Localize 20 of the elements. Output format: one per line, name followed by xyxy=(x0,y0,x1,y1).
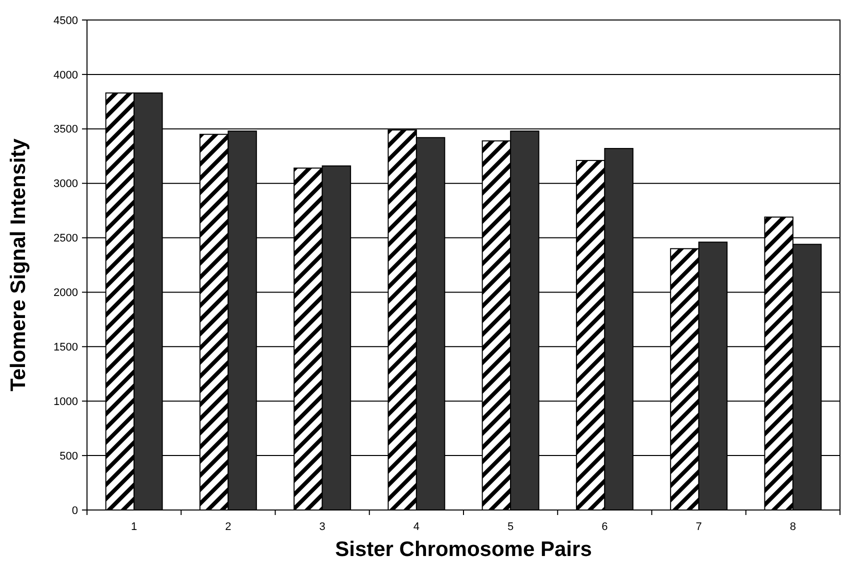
y-tick-label: 2000 xyxy=(54,287,78,300)
y-tick-label: 3500 xyxy=(54,124,78,136)
x-tick-label: 8 xyxy=(790,521,796,533)
y-tick-label: 1000 xyxy=(54,396,78,408)
x-tick-label: 6 xyxy=(602,521,608,533)
x-tick-label: 3 xyxy=(319,521,326,533)
y-tick-label: 500 xyxy=(60,450,78,462)
y-tick-label: 0 xyxy=(72,504,78,517)
x-tick-label: 1 xyxy=(131,521,138,533)
x-tick-label: 2 xyxy=(225,521,232,533)
y-tick-label: 4000 xyxy=(54,69,78,82)
y-tick-label: 3000 xyxy=(54,178,78,190)
x-axis-title: Sister Chromosome Pairs xyxy=(335,538,592,561)
x-tick-label: 4 xyxy=(413,521,420,533)
y-tick-label: 1500 xyxy=(54,342,78,354)
y-axis-title: Telomere Signal Intensity xyxy=(7,138,30,392)
x-tick-label: 7 xyxy=(696,521,702,533)
y-tick-label: 2500 xyxy=(54,232,78,245)
x-tick-label: 5 xyxy=(508,521,514,533)
y-tick-label: 4500 xyxy=(54,14,78,27)
